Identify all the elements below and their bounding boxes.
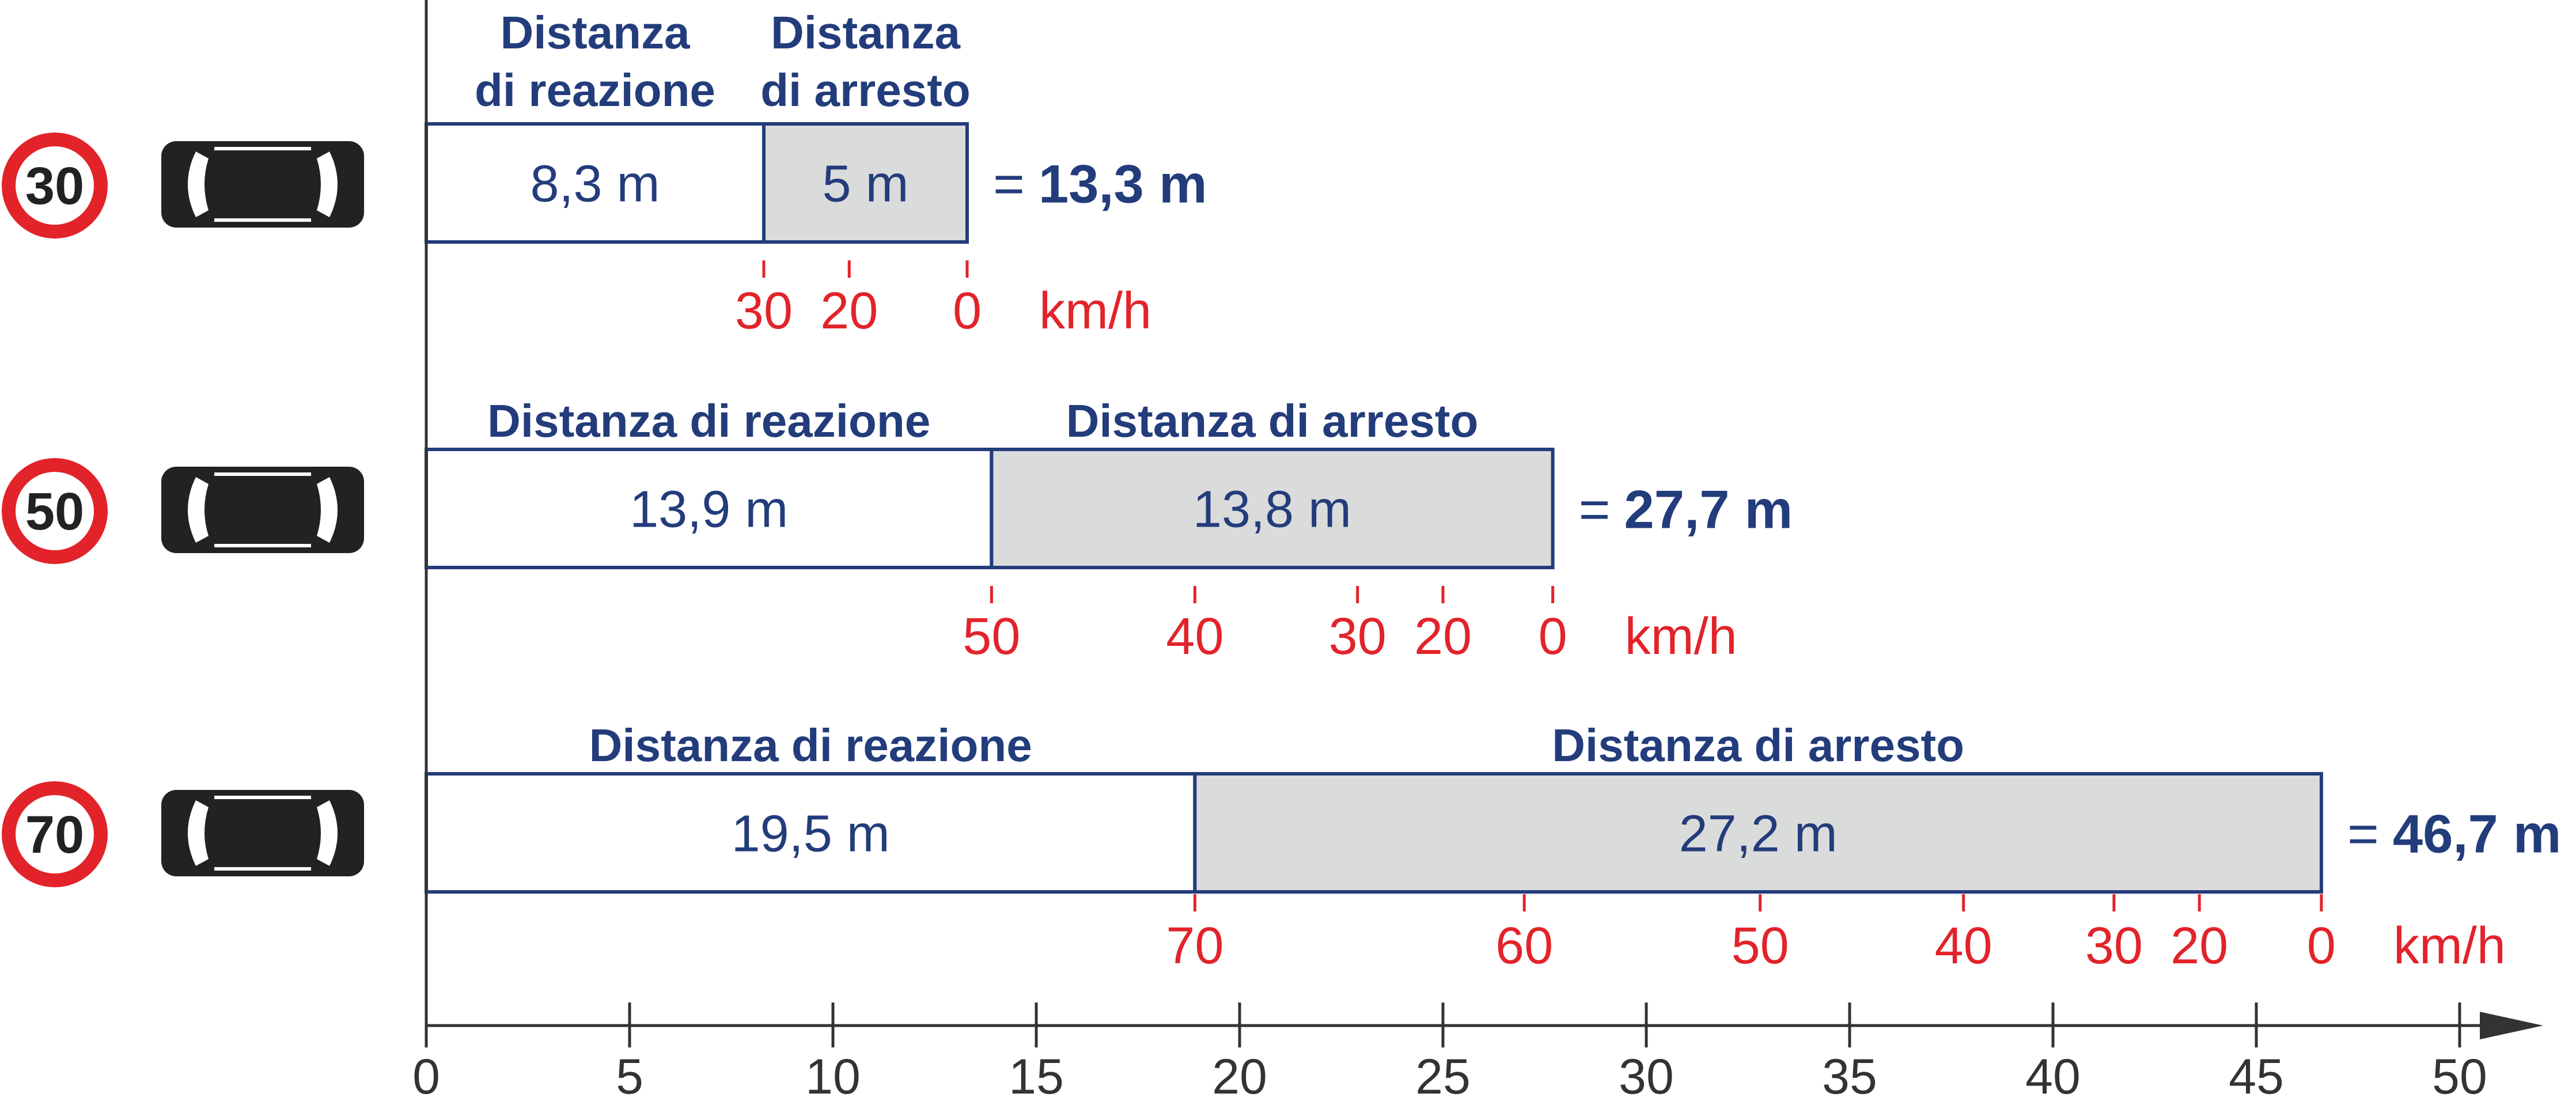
car-front-window [317,800,338,866]
axis-tick-label: 10 [805,1049,861,1097]
axis-arrow [2480,1012,2543,1039]
total-distance-value: 27,7 m [1624,479,1793,540]
braking-distance-title: di arresto [760,65,971,116]
reaction-distance-title: Distanza di reazione [589,720,1032,771]
total-distance: = 46,7 m [2347,804,2562,864]
speed-sign-number: 70 [25,805,84,864]
braking-distance-bar [990,448,1555,569]
reaction-distance-value: 13,9 m [630,481,788,539]
row-70: 70 19,5 m 27,2 m Distanza di reazione Distan… [2,720,2562,975]
axis-tick-label: 45 [2229,1049,2284,1097]
speed-sign-number: 50 [25,482,84,541]
axis-tick-label: 25 [1415,1049,1471,1097]
reaction-distance-title: Distanza [500,7,690,58]
total-distance-value: 13,3 m [1039,154,1207,214]
braking-distance-bar [1193,772,2323,894]
speed-sign-number: 30 [25,157,84,215]
braking-distance-title: Distanza [771,7,960,58]
axis-tick-label: 35 [1822,1049,1877,1097]
rows-layer: 30 8,3 m 5 m Distanza di reazione Distanza di … [2,7,2562,975]
axis-tick-label: 15 [1009,1049,1064,1097]
axis-tick-label: 40 [2025,1049,2081,1097]
axis-tick-label: 30 [1619,1049,1674,1097]
speed-sign-face [16,472,94,550]
braking-distance-value: 5 m [822,156,908,213]
axis-tick-label: 50 [2432,1049,2487,1097]
axis-tick-label: 0 [412,1049,440,1097]
speed-label: 60 [1495,917,1553,975]
braking-distance-bar [762,122,969,244]
reaction-distance-title: di reazione [475,65,715,116]
total-equals-sign: = [2347,804,2379,864]
braking-distance-title: Distanza di arresto [1552,720,1964,771]
total-distance: = 13,3 m [993,154,1207,214]
braking-distance-value: 13,8 m [1193,481,1351,539]
total-equals-sign: = [993,154,1025,214]
car-front-window [317,152,338,217]
speed-label: 20 [1414,608,1472,665]
car-body [161,790,364,876]
car-front-window [317,477,338,543]
car-side-stripe-top [214,147,311,150]
speed-label: 50 [1732,917,1789,975]
speed-label: 70 [1166,917,1223,975]
car-side-stripe-bottom [214,544,311,547]
reaction-distance-title: Distanza di reazione [487,395,930,447]
reaction-distance-value: 8,3 m [530,156,660,213]
reaction-distance-bar [425,772,1197,894]
speed-label: 0 [2307,917,2336,975]
speed-unit: km/h [1625,608,1737,665]
total-distance: = 27,7 m [1579,479,1793,540]
total-distance-value: 46,7 m [2393,804,2562,864]
distance-axis: 0 5 10 15 20 25 30 35 40 45 50 [412,0,2543,1097]
speed-label: 0 [953,282,982,340]
total-equals-sign: = [1579,479,1611,540]
axis-tick-label: 20 [1212,1049,1267,1097]
speed-label: 40 [1935,917,1992,975]
speed-label: 40 [1166,608,1223,665]
speed-unit: km/h [1039,282,1151,340]
car-rear-window [188,477,209,543]
speed-label: 0 [1539,608,1567,665]
braking-distance-title: Distanza di arresto [1066,395,1479,447]
speed-label: 30 [1329,608,1387,665]
car-side-stripe-top [214,796,311,799]
row-30: 30 8,3 m 5 m Distanza di reazione Distanza di … [2,7,1207,340]
speed-sign-face [16,146,94,225]
car-side-stripe-top [214,472,311,476]
car-side-stripe-bottom [214,867,311,871]
reaction-distance-bar [425,122,766,244]
speed-label: 30 [2085,917,2143,975]
reaction-distance-bar [425,448,994,569]
car-body [161,467,364,553]
speed-sign-face [16,795,94,873]
car-body [161,141,364,228]
speed-label: 20 [2170,917,2228,975]
car-rear-window [188,800,209,866]
speed-label: 30 [735,282,793,340]
speed-unit: km/h [2393,917,2506,975]
braking-distance-value: 27,2 m [1679,805,1838,863]
speed-label: 50 [963,608,1020,665]
reaction-distance-value: 19,5 m [732,805,890,863]
car-side-stripe-bottom [214,218,311,222]
axis-tick-label: 5 [616,1049,643,1097]
car-rear-window [188,152,209,217]
speed-label: 20 [820,282,878,340]
row-50: 50 13,9 m 13,8 m Distanza di reazione Distan… [2,395,1793,665]
